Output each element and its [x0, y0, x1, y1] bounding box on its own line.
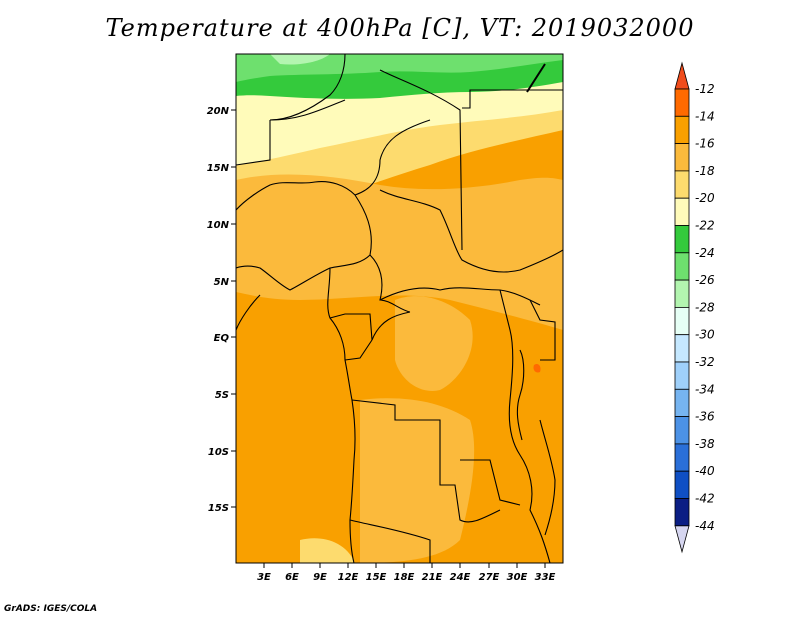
- lon-label: 9E: [313, 572, 327, 583]
- colorbar-segment: [674, 416, 690, 445]
- colorbar-label: -42: [695, 492, 715, 506]
- lat-label: 5S: [215, 390, 229, 401]
- border-congo-2: [344, 339, 373, 361]
- border-congo: [371, 311, 411, 341]
- border-nw-2: [269, 99, 346, 121]
- lon-label: 3E: [257, 572, 271, 583]
- colorbar-max-arrow: [674, 61, 690, 90]
- west-africa-coast: [236, 181, 372, 291]
- colorbar-label: -34: [695, 382, 715, 396]
- lon-label: 24E: [450, 572, 471, 583]
- temp-warm-spot: [533, 363, 541, 373]
- colorbar-label: -22: [695, 219, 715, 233]
- border-angola-namibia: [349, 519, 431, 563]
- lon-label: 30E: [507, 572, 528, 583]
- lat-label: 10S: [208, 447, 229, 458]
- border-east-rift: [499, 289, 551, 563]
- lat-label: EQ: [214, 333, 230, 344]
- colorbar-label: -40: [695, 464, 715, 478]
- colorbar-segment: [674, 361, 690, 390]
- temp-band-minus16-south: [360, 398, 475, 563]
- temp-band-minus16-north: [236, 174, 563, 330]
- border-north-1: [269, 54, 346, 121]
- border-angola-drc: [351, 399, 501, 523]
- coast-west: [236, 294, 261, 331]
- lat-label: 15N: [207, 163, 230, 174]
- map-frame: [235, 53, 564, 564]
- colorbar-segment: [674, 88, 690, 117]
- temp-band-minus26: [270, 54, 330, 65]
- border-sudan: [379, 189, 563, 273]
- colorbar-segment: [674, 388, 690, 417]
- colorbar-segment: [674, 143, 690, 172]
- border-gabon: [329, 313, 373, 341]
- lon-label: 18E: [394, 572, 415, 583]
- colorbar-label: -14: [695, 109, 715, 123]
- temp-band-minus16-central: [395, 296, 473, 391]
- latitude-labels: 20N 15N 10N 5N EQ 5S 10S 15S: [207, 106, 230, 514]
- colorbar-label: -18: [695, 164, 715, 178]
- colorbar-segment: [674, 306, 690, 336]
- colorbar-label: -30: [695, 328, 715, 342]
- colorbar-segment: [674, 170, 690, 199]
- lat-label: 5N: [214, 277, 230, 288]
- temp-band-minus24: [236, 54, 563, 82]
- colorbar-label: -26: [695, 273, 715, 287]
- lon-label: 6E: [285, 572, 299, 583]
- colorbar-segment: [674, 225, 690, 254]
- colorbar-labels: -12 -14 -16 -18 -20 -22 -24 -26 -28 -30 -32 -34 -36 -…: [695, 82, 715, 533]
- lon-label: 21E: [422, 572, 443, 583]
- colorbar-segment: [674, 197, 690, 226]
- lake-tanganyika: [516, 349, 525, 441]
- colorbar-label: -38: [695, 437, 715, 451]
- longitude-labels: 3E 6E 9E 12E 15E 18E 21E 24E 27E 30E 33E: [257, 572, 555, 583]
- colorbar-min-arrow: [674, 525, 690, 554]
- lon-label: 27E: [479, 572, 500, 583]
- colorbar-segment: [674, 115, 690, 145]
- lake-malawi: [539, 419, 556, 536]
- border-zambia: [460, 459, 521, 506]
- colorbar-label: -12: [695, 82, 715, 96]
- lon-label: 15E: [366, 572, 387, 583]
- lon-label: 12E: [338, 572, 359, 583]
- colorbar-label: -28: [695, 300, 715, 314]
- colorbar-label: -36: [695, 410, 715, 424]
- border-north-2: [379, 69, 463, 251]
- colorbar: -12 -14 -16 -18 -20 -22 -24 -26 -28 -30 -32 -34 -36 -…: [674, 61, 715, 554]
- grads-credit: GrADS: IGES/COLA: [4, 604, 98, 614]
- colorbar-segment: [674, 252, 690, 281]
- border-car-south: [379, 287, 541, 306]
- map-title: Temperature at 400hPa [C], VT: 201903200…: [105, 14, 695, 42]
- colorbar-label: -32: [695, 355, 715, 369]
- latitude-ticks: [231, 109, 236, 508]
- colorbar-label: -24: [695, 246, 715, 260]
- colorbar-segment: [674, 334, 690, 363]
- colorbar-segment: [674, 470, 690, 499]
- colorbar-segment: [674, 443, 690, 472]
- temp-band-minus18-south: [300, 538, 355, 563]
- colorbar-label: -44: [695, 519, 715, 533]
- colorbar-segment: [674, 279, 690, 308]
- lat-label: 10N: [207, 220, 230, 231]
- longitude-ticks: [263, 563, 546, 568]
- border-north-3: [462, 89, 563, 109]
- colorbar-segment: [674, 498, 690, 527]
- lat-label: 20N: [207, 106, 230, 117]
- nile-fragment: [526, 63, 546, 93]
- colorbar-label: -16: [695, 137, 715, 151]
- lat-label: 15S: [208, 503, 229, 514]
- colorbar-label: -20: [695, 191, 715, 205]
- border-nw: [236, 120, 271, 166]
- map-plot-area: [236, 54, 563, 563]
- border-uganda: [529, 299, 556, 361]
- border-chad: [354, 119, 431, 196]
- coastlines-and-borders: [236, 54, 563, 563]
- lon-label: 33E: [535, 572, 556, 583]
- colorbar-segments: [674, 61, 690, 554]
